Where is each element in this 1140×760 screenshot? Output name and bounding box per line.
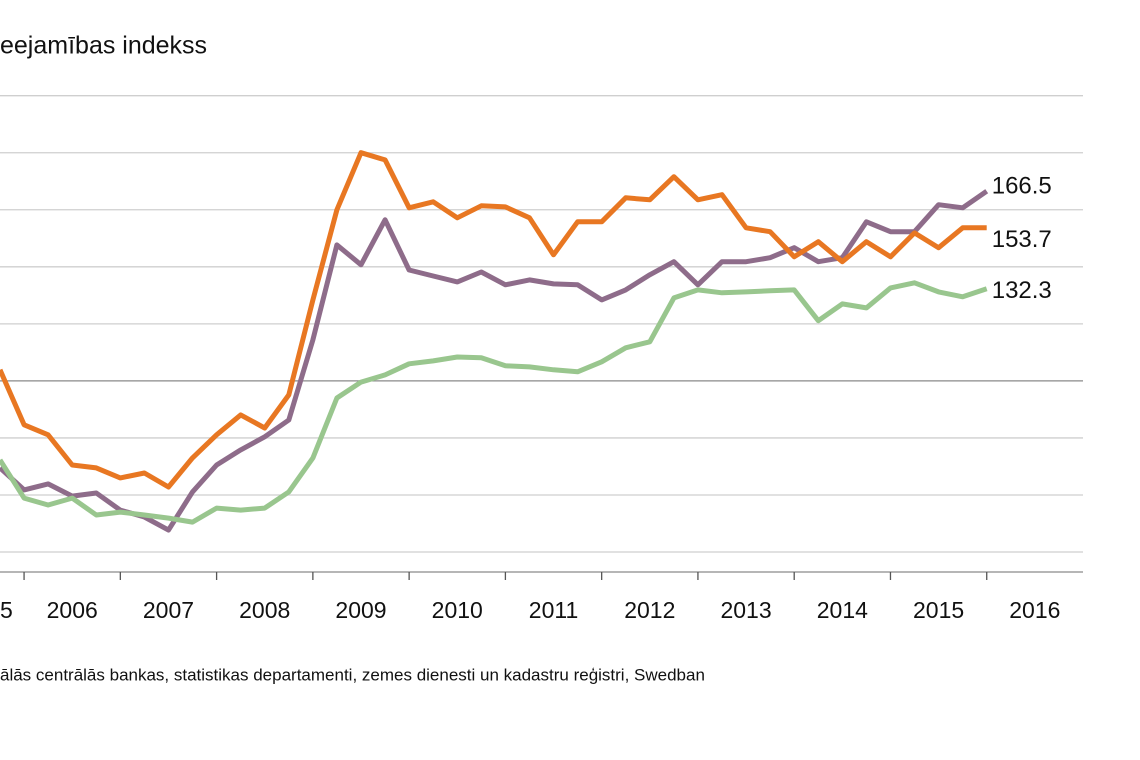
end-label: 166.5: [992, 173, 1052, 200]
x-tick-label: 2007: [143, 597, 194, 623]
x-tick-label: 2006: [47, 597, 98, 623]
x-tick-label: 2014: [817, 597, 868, 623]
x-tick-label: 2008: [239, 597, 290, 623]
x-tick-label: 2009: [335, 597, 386, 623]
series-line: [0, 280, 988, 525]
end-label: 153.7: [992, 226, 1052, 253]
series-line: [0, 189, 989, 533]
series-line: [0, 150, 987, 490]
x-tick-label: 2015: [913, 597, 964, 623]
x-tick-label: 2011: [529, 597, 578, 623]
chart-title: eejamības indekss: [0, 32, 207, 60]
source-note: ālās centrālās bankas, statistikas depar…: [0, 665, 705, 684]
x-tick-label: 2010: [432, 597, 483, 623]
x-tick-label: 2013: [720, 597, 771, 623]
end-label: 132.3: [992, 277, 1052, 304]
x-tick-label: 2016: [1009, 597, 1060, 623]
x-tick-label: 5: [0, 597, 13, 623]
x-tick-label: 2012: [624, 597, 675, 623]
